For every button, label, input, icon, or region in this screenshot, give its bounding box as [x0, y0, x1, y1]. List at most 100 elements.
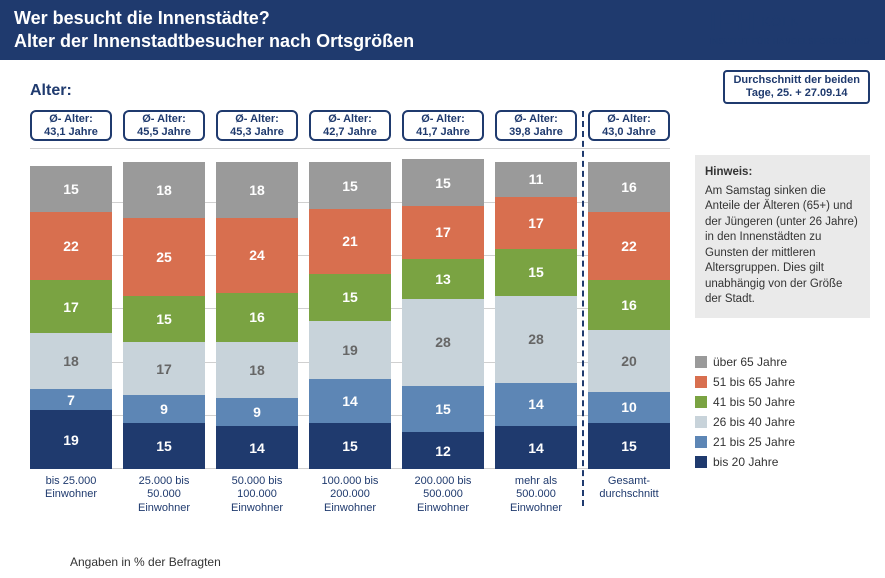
bar-segment: 28: [402, 299, 484, 386]
bar-segment: 15: [309, 274, 391, 321]
bar-segment: 15: [495, 249, 577, 296]
x-axis-label: Gesamt- durchschnitt: [588, 475, 670, 515]
bar-column: 18251517915: [123, 162, 205, 469]
bar-segment: 21: [309, 209, 391, 274]
x-axis-label: 50.000 bis 100.000 Einwohner: [216, 475, 298, 515]
bar-segment: 14: [309, 379, 391, 422]
avg-badge: Ø- Alter:43,1 Jahre: [30, 110, 112, 141]
bar-segment: 15: [123, 423, 205, 470]
legend-item: bis 20 Jahre: [695, 455, 870, 469]
legend-item: 41 bis 50 Jahre: [695, 395, 870, 409]
alter-label: Alter:: [30, 82, 72, 100]
bars-container: 1522171871918251517915182416189141521151…: [30, 149, 670, 469]
legend-item: 21 bis 25 Jahre: [695, 435, 870, 449]
avg-badge: Ø- Alter:43,0 Jahre: [588, 110, 670, 141]
bar-segment: 22: [30, 212, 112, 280]
bar-column: 15221718719: [30, 166, 112, 470]
bar-segment: 20: [588, 330, 670, 392]
legend-label: 51 bis 65 Jahre: [713, 375, 795, 389]
bar-segment: 18: [216, 342, 298, 398]
legend-swatch: [695, 376, 707, 388]
header-line2: Alter der Innenstadtbesucher nach Ortsgr…: [14, 31, 414, 51]
legend-swatch: [695, 396, 707, 408]
bar-column: 151713281512: [402, 159, 484, 469]
logo-subtitle: INSTITUT FÜR HANDELSFORSCHUNG: [709, 37, 870, 46]
x-axis-label: 200.000 bis 500.000 Einwohner: [402, 475, 484, 515]
bar-column: 18241618914: [216, 162, 298, 469]
bar-segment: 10: [588, 392, 670, 423]
avg-badge: Ø- Alter:42,7 Jahre: [309, 110, 391, 141]
bar-segment: 24: [216, 218, 298, 292]
bar-segment: 7: [30, 389, 112, 411]
bar-segment: 14: [495, 426, 577, 469]
x-labels: bis 25.000 Einwohner 25.000 bis 50.000 Ei…: [30, 475, 670, 515]
legend-swatch: [695, 356, 707, 368]
bar-segment: 15: [309, 423, 391, 470]
bar-column: 152115191415: [309, 162, 391, 469]
bar-segment: 28: [495, 296, 577, 383]
logo-main: IFH KÖLN: [709, 6, 870, 37]
hint-box: Hinweis: Am Samstag sinken die Anteile d…: [695, 155, 870, 318]
legend-swatch: [695, 456, 707, 468]
header-line1: Wer besucht die Innenstädte?: [14, 8, 270, 28]
chart: Ø- Alter:43,1 Jahre Ø- Alter:45,5 Jahre Ø-…: [30, 110, 670, 530]
bar-column: 111715281414: [495, 162, 577, 469]
hint-text: Am Samstag sinken die Anteile der Ältere…: [705, 185, 858, 306]
bar-segment: 15: [123, 296, 205, 343]
bar-segment: 16: [588, 162, 670, 212]
avg-badge: Ø- Alter:41,7 Jahre: [402, 110, 484, 141]
bar-segment: 19: [309, 321, 391, 380]
bar-segment: 9: [123, 395, 205, 423]
legend-swatch: [695, 416, 707, 428]
bar-segment: 16: [216, 293, 298, 343]
date-l1: Durchschnitt der beiden: [733, 74, 860, 86]
bar-segment: 18: [123, 162, 205, 218]
bar-segment: 17: [402, 206, 484, 259]
legend-label: 26 bis 40 Jahre: [713, 415, 795, 429]
bar-segment: 16: [588, 280, 670, 330]
bar-segment: 17: [123, 342, 205, 395]
logo-city: KÖLN: [761, 14, 800, 29]
bar-segment: 19: [30, 410, 112, 469]
bar-segment: 15: [402, 386, 484, 433]
legend-item: 26 bis 40 Jahre: [695, 415, 870, 429]
bar-segment: 14: [216, 426, 298, 469]
x-axis-label: 100.000 bis 200.000 Einwohner: [309, 475, 391, 515]
date-badge: Durchschnitt der beiden Tage, 25. + 27.0…: [723, 70, 870, 104]
bar-segment: 18: [30, 333, 112, 389]
footnote: Angaben in % der Befragten: [70, 555, 221, 569]
bar-segment: 13: [402, 259, 484, 299]
legend-label: 41 bis 50 Jahre: [713, 395, 795, 409]
bar-segment: 17: [30, 280, 112, 333]
bar-segment: 15: [402, 159, 484, 206]
logo-text: IFH: [709, 6, 757, 37]
header-title: Wer besucht die Innenstädte? Alter der I…: [14, 7, 414, 54]
legend-item: über 65 Jahre: [695, 355, 870, 369]
bar-segment: 22: [588, 212, 670, 280]
bar-segment: 12: [402, 432, 484, 469]
legend-label: über 65 Jahre: [713, 355, 787, 369]
x-axis-label: bis 25.000 Einwohner: [30, 475, 112, 515]
bar-segment: 25: [123, 218, 205, 296]
avg-badge: Ø- Alter:39,8 Jahre: [495, 110, 577, 141]
avg-badge: Ø- Alter:45,3 Jahre: [216, 110, 298, 141]
bar-segment: 17: [495, 197, 577, 250]
bar-segment: 18: [216, 162, 298, 218]
hint-title: Hinweis:: [705, 165, 860, 181]
bar-segment: 15: [588, 423, 670, 470]
avg-badges: Ø- Alter:43,1 Jahre Ø- Alter:45,5 Jahre Ø-…: [30, 110, 670, 141]
x-axis-label: 25.000 bis 50.000 Einwohner: [123, 475, 205, 515]
legend: über 65 Jahre 51 bis 65 Jahre 41 bis 50 Ja…: [695, 355, 870, 475]
date-l2: Tage, 25. + 27.09.14: [746, 87, 848, 99]
logo: IFH KÖLN INSTITUT FÜR HANDELSFORSCHUNG: [709, 6, 870, 46]
bar-segment: 15: [309, 162, 391, 209]
legend-item: 51 bis 65 Jahre: [695, 375, 870, 389]
bar-column: 162216201015: [588, 162, 670, 469]
legend-swatch: [695, 436, 707, 448]
avg-badge: Ø- Alter:45,5 Jahre: [123, 110, 205, 141]
legend-label: 21 bis 25 Jahre: [713, 435, 795, 449]
x-axis-label: mehr als 500.000 Einwohner: [495, 475, 577, 515]
legend-label: bis 20 Jahre: [713, 455, 778, 469]
bar-segment: 14: [495, 383, 577, 426]
divider: [582, 111, 584, 506]
